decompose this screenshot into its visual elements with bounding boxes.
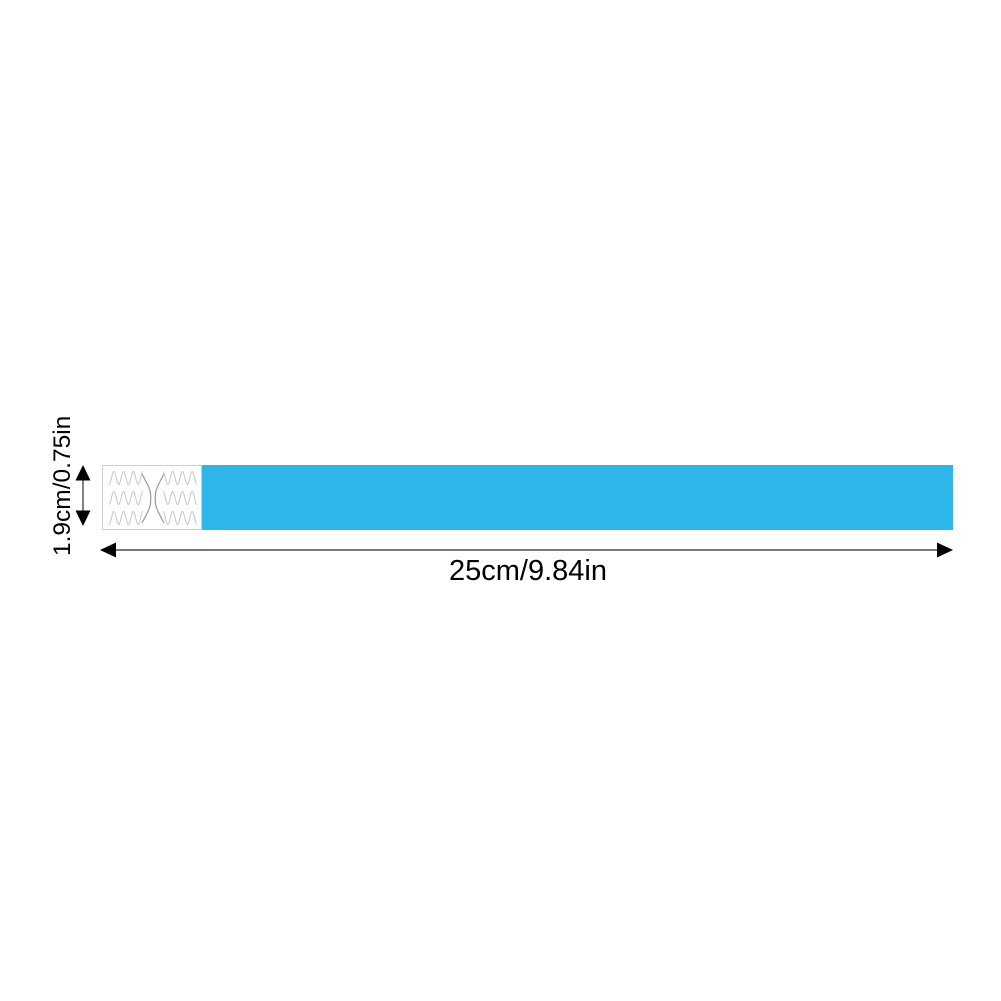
svg-text:1.9cm/0.75in: 1.9cm/0.75in [49,416,76,556]
